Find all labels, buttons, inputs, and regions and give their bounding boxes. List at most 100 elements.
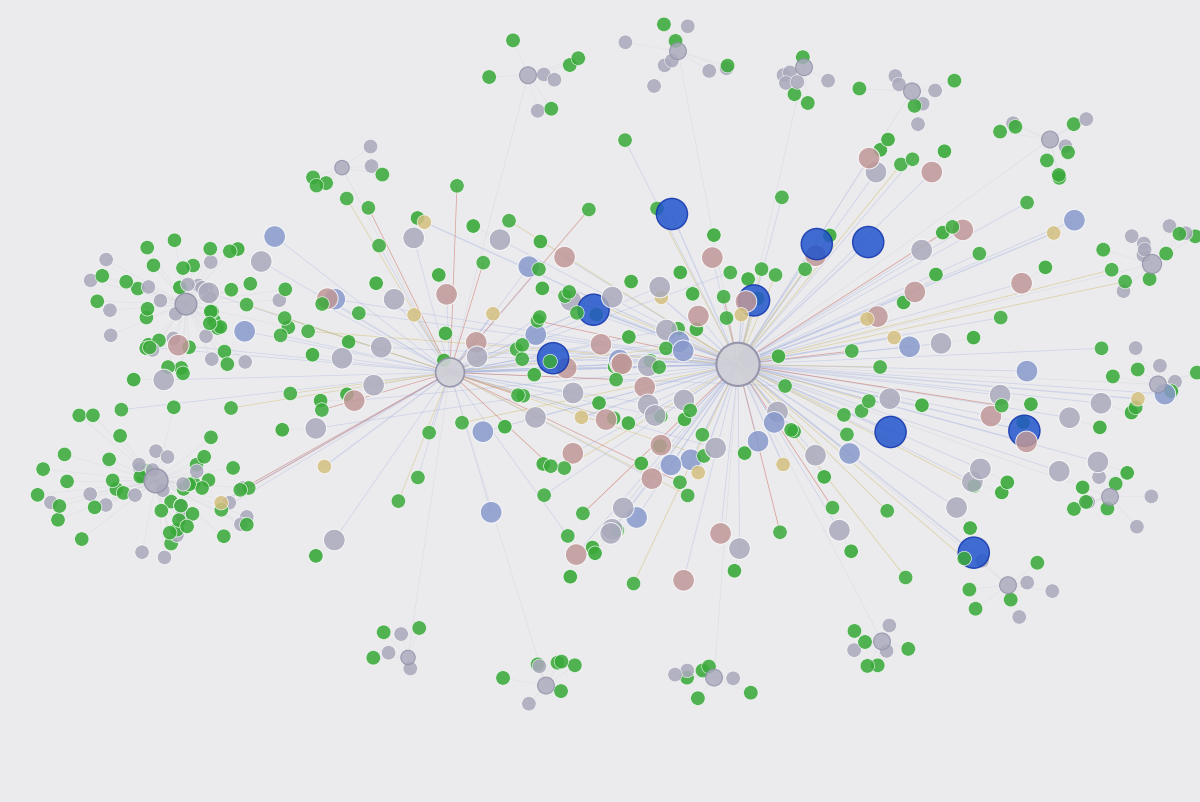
Circle shape xyxy=(509,342,523,357)
Circle shape xyxy=(134,545,149,560)
Circle shape xyxy=(114,403,128,417)
Circle shape xyxy=(865,162,887,184)
Circle shape xyxy=(563,383,584,404)
Circle shape xyxy=(506,34,521,48)
Circle shape xyxy=(716,343,760,387)
Circle shape xyxy=(787,425,802,439)
Circle shape xyxy=(156,484,170,498)
Circle shape xyxy=(625,507,647,529)
Circle shape xyxy=(190,458,204,472)
Circle shape xyxy=(214,496,228,510)
Circle shape xyxy=(582,203,596,217)
Circle shape xyxy=(702,65,716,79)
Circle shape xyxy=(962,521,977,536)
Circle shape xyxy=(653,439,667,453)
Circle shape xyxy=(522,697,536,711)
Circle shape xyxy=(776,458,791,472)
Circle shape xyxy=(382,646,396,660)
Circle shape xyxy=(58,448,72,462)
Circle shape xyxy=(1052,172,1067,186)
Circle shape xyxy=(672,341,694,363)
Circle shape xyxy=(557,461,571,476)
Circle shape xyxy=(206,314,221,329)
Circle shape xyxy=(588,546,602,561)
Circle shape xyxy=(894,158,908,172)
Circle shape xyxy=(1150,377,1166,393)
Circle shape xyxy=(622,416,636,431)
Circle shape xyxy=(383,289,404,310)
Circle shape xyxy=(748,431,769,452)
Circle shape xyxy=(1159,247,1174,261)
Circle shape xyxy=(530,658,545,672)
Circle shape xyxy=(251,251,272,273)
Circle shape xyxy=(532,659,546,674)
Circle shape xyxy=(821,75,835,89)
Circle shape xyxy=(502,214,516,229)
Circle shape xyxy=(994,311,1008,326)
Circle shape xyxy=(1104,263,1118,277)
Circle shape xyxy=(544,460,558,474)
Circle shape xyxy=(362,375,384,396)
Circle shape xyxy=(264,226,286,248)
Circle shape xyxy=(755,262,769,277)
Circle shape xyxy=(149,444,163,459)
Circle shape xyxy=(476,256,491,270)
Circle shape xyxy=(840,427,854,442)
Circle shape xyxy=(874,144,888,158)
Circle shape xyxy=(340,387,354,402)
Circle shape xyxy=(30,488,44,502)
Circle shape xyxy=(515,338,529,353)
Circle shape xyxy=(241,481,256,496)
Circle shape xyxy=(610,354,631,375)
Circle shape xyxy=(637,355,659,377)
Circle shape xyxy=(1172,227,1187,241)
Circle shape xyxy=(274,329,288,343)
Circle shape xyxy=(836,408,851,423)
Circle shape xyxy=(410,471,425,485)
Circle shape xyxy=(72,409,86,423)
Circle shape xyxy=(607,360,622,375)
Circle shape xyxy=(882,618,896,633)
Circle shape xyxy=(1061,146,1075,160)
Circle shape xyxy=(689,322,703,337)
Circle shape xyxy=(1128,342,1142,356)
Circle shape xyxy=(176,477,191,492)
Circle shape xyxy=(773,525,787,540)
Circle shape xyxy=(637,395,659,416)
Circle shape xyxy=(1045,584,1060,598)
Circle shape xyxy=(164,495,179,509)
Circle shape xyxy=(361,201,376,216)
Circle shape xyxy=(182,341,197,355)
Circle shape xyxy=(1154,384,1176,405)
Circle shape xyxy=(222,496,236,510)
Circle shape xyxy=(768,269,782,283)
Circle shape xyxy=(1142,255,1162,274)
Circle shape xyxy=(798,263,812,277)
Circle shape xyxy=(560,529,575,544)
Circle shape xyxy=(776,69,791,83)
Circle shape xyxy=(190,464,204,479)
Circle shape xyxy=(779,77,793,91)
Circle shape xyxy=(1124,406,1139,420)
Circle shape xyxy=(920,162,942,184)
Circle shape xyxy=(565,544,587,565)
Circle shape xyxy=(1038,261,1052,275)
Circle shape xyxy=(314,403,329,418)
Circle shape xyxy=(618,134,632,148)
Circle shape xyxy=(210,322,224,336)
Circle shape xyxy=(176,482,191,496)
Circle shape xyxy=(103,304,118,318)
Circle shape xyxy=(911,118,925,132)
Circle shape xyxy=(306,171,320,185)
Circle shape xyxy=(626,577,641,591)
Circle shape xyxy=(970,459,991,480)
Circle shape xyxy=(490,229,511,251)
Circle shape xyxy=(331,348,353,370)
Circle shape xyxy=(1010,273,1032,294)
Circle shape xyxy=(844,545,858,559)
Circle shape xyxy=(216,529,230,544)
Circle shape xyxy=(438,326,452,341)
Circle shape xyxy=(167,233,181,248)
Circle shape xyxy=(796,51,810,65)
Circle shape xyxy=(157,550,172,565)
